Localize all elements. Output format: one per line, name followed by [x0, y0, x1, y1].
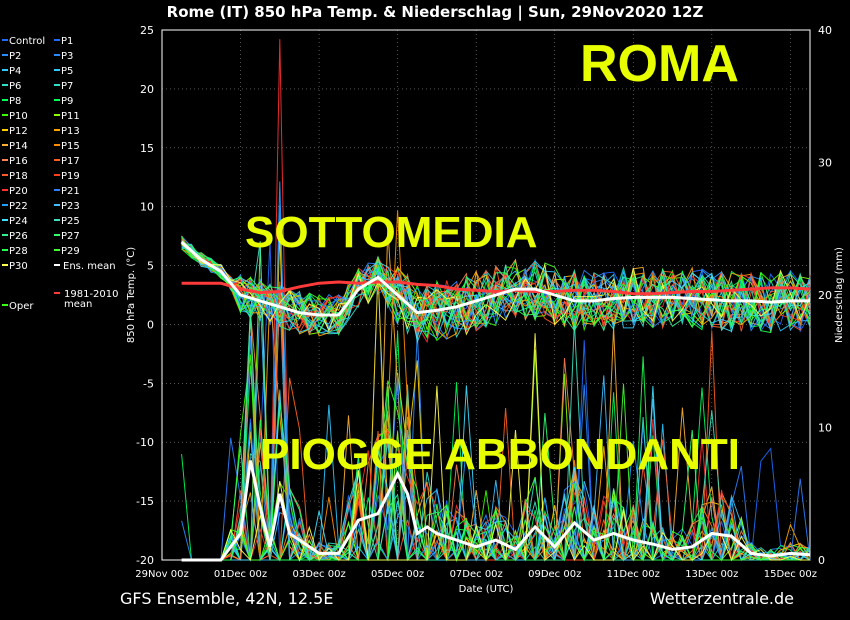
legend-label: P11 [61, 111, 80, 122]
legend-label: P22 [9, 201, 28, 212]
legend-label: P23 [61, 201, 80, 212]
legend-label: P28 [9, 246, 28, 257]
y-axis-label: 850 hPa Temp. (°C) [126, 247, 137, 343]
y2-tick-label: 0 [818, 554, 825, 567]
y-tick-label: -20 [136, 554, 154, 567]
y-tick-label: 10 [140, 201, 154, 214]
legend-label: P12 [9, 126, 28, 137]
legend-label: mean [64, 299, 92, 310]
y2-axis-ticks: 40 30 20 10 0 [818, 24, 832, 567]
legend-label: Control [9, 36, 45, 47]
legend-label: P24 [9, 216, 28, 227]
legend-label: P3 [61, 51, 73, 62]
x-tick-label: 03Dec 00z [292, 569, 345, 580]
ens-mean-temp-line [180, 240, 810, 317]
y2-tick-label: 10 [818, 422, 832, 435]
x-tick-label: 07Dec 00z [450, 569, 503, 580]
temp-member-line [181, 244, 811, 333]
x-axis-ticks: 29Nov 00z 01Dec 00z 03Dec 00z 05Dec 00z 07De… [135, 569, 817, 580]
legend: Control P1 P2 P3 P4 P5 P6 P7 P8 P9 P10 P11 P12 P13 P14… [2, 36, 119, 312]
annotation-piogge: PIOGGE ABBONDANTI [260, 430, 740, 479]
y-tick-label: -15 [136, 495, 154, 508]
y2-axis-label: Niederschlag (mm) [834, 247, 845, 343]
temp-member-line [181, 242, 811, 344]
legend-label: P15 [61, 141, 80, 152]
temp-member-line [181, 235, 811, 329]
legend-label: P9 [61, 96, 73, 107]
footer-model-info: GFS Ensemble, 42N, 12.5E [120, 589, 334, 608]
x-tick-label: 09Dec 00z [528, 569, 581, 580]
legend-label: P21 [61, 186, 80, 197]
x-tick-label: 11Dec 00z [607, 569, 660, 580]
legend-label: P13 [61, 126, 80, 137]
legend-label: Ens. mean [63, 261, 116, 272]
annotation-roma: ROMA [580, 35, 739, 93]
x-tick-label: 13Dec 00z [685, 569, 738, 580]
legend-label: P19 [61, 171, 80, 182]
climate-mean-line [181, 280, 811, 296]
legend-label: P14 [9, 141, 28, 152]
temp-member-line [181, 245, 811, 335]
chart-title: Rome (IT) 850 hPa Temp. & Niederschlag |… [167, 3, 704, 22]
legend-label: P27 [61, 231, 80, 242]
precip-member-line [181, 210, 810, 562]
legend-label: P5 [61, 66, 73, 77]
legend-label: Oper [9, 301, 34, 312]
x-axis-label: Date (UTC) [459, 584, 514, 595]
legend-label: P1 [61, 36, 73, 47]
y-tick-label: -5 [143, 377, 154, 390]
temp-member-line [181, 247, 811, 332]
y2-tick-label: 40 [818, 24, 832, 37]
legend-label: P17 [61, 156, 80, 167]
precip-member-line [181, 356, 811, 562]
y-tick-label: 25 [140, 24, 154, 37]
legend-label: P7 [61, 81, 73, 92]
x-tick-label: 29Nov 00z [135, 569, 188, 580]
legend-label: P10 [9, 111, 28, 122]
y2-tick-label: 30 [818, 157, 832, 170]
legend-label: P4 [9, 66, 21, 77]
y-tick-label: 5 [147, 260, 154, 273]
legend-label: P30 [9, 261, 28, 272]
x-tick-label: 01Dec 00z [214, 569, 267, 580]
temp-member-line [181, 245, 811, 340]
annotation-sottomedia: SOTTOMEDIA [245, 208, 538, 257]
y-tick-label: 15 [140, 142, 154, 155]
precip-member-line [181, 295, 811, 562]
y-axis-ticks: 25 20 15 10 5 0 -5 -10 -15 -20 [136, 24, 154, 567]
precip-member-line [181, 380, 810, 562]
y-tick-label: 20 [140, 83, 154, 96]
legend-label: P29 [61, 246, 80, 257]
legend-label: P2 [9, 51, 21, 62]
legend-label: P6 [9, 81, 21, 92]
legend-label: P25 [61, 216, 80, 227]
precip-member-line [181, 386, 810, 562]
legend-label: P16 [9, 156, 28, 167]
y2-tick-label: 20 [818, 289, 832, 302]
temp-member-line [181, 242, 811, 334]
legend-label: P20 [9, 186, 28, 197]
y-tick-label: -10 [136, 436, 154, 449]
legend-label: P26 [9, 231, 28, 242]
legend-label: P8 [9, 96, 21, 107]
ens-mean-precip-line [181, 460, 811, 562]
footer-source: Wetterzentrale.de [649, 589, 794, 608]
legend-label: 1981-2010 [64, 289, 119, 300]
y-tick-label: 0 [147, 318, 154, 331]
x-tick-label: 15Dec 00z [764, 569, 817, 580]
legend-label: P18 [9, 171, 28, 182]
mean-series [180, 240, 811, 562]
x-tick-label: 05Dec 00z [371, 569, 424, 580]
